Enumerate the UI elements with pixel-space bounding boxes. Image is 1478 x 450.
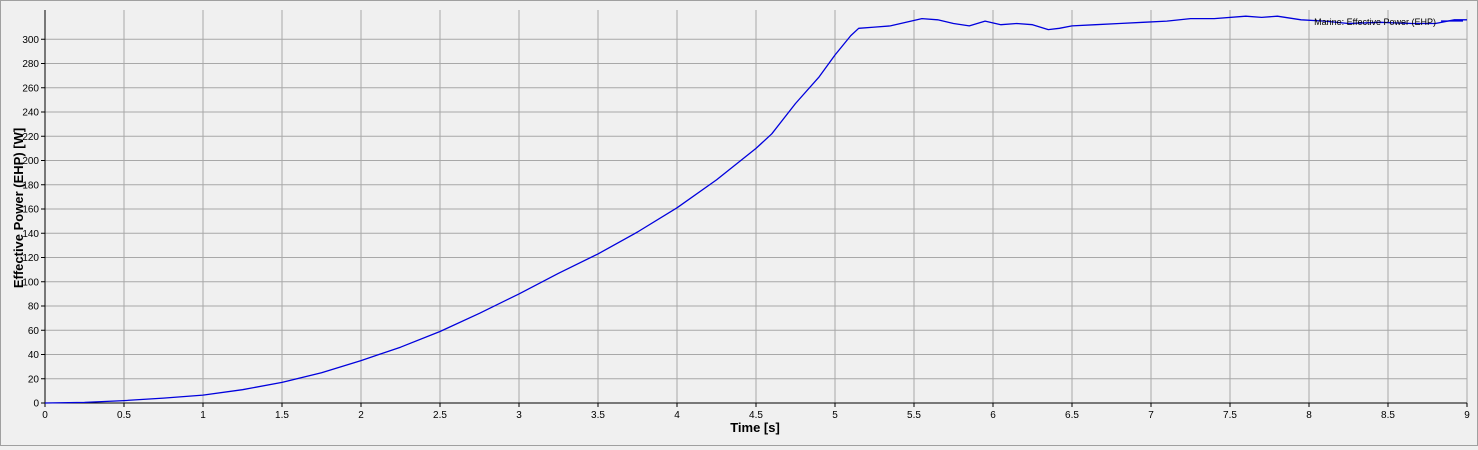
x-tick-label: 7 bbox=[1148, 410, 1154, 421]
y-tick-label: 220 bbox=[22, 132, 39, 143]
x-tick-label: 0 bbox=[42, 410, 48, 421]
y-tick-label: 120 bbox=[22, 253, 39, 264]
x-tick-label: 6 bbox=[990, 410, 996, 421]
y-tick-label: 40 bbox=[28, 350, 40, 361]
y-tick-label: 240 bbox=[22, 108, 39, 119]
y-tick-label: 140 bbox=[22, 229, 39, 240]
tick-labels: 0 0.5 1 1.5 2 2.5 3 3.5 4 4.5 5 5.5 6 6.5 7 7.5 8 8.5 9 0 20… bbox=[22, 35, 1470, 421]
y-tick-label: 80 bbox=[28, 302, 40, 313]
y-tick-label: 20 bbox=[28, 374, 40, 385]
y-tick-label: 200 bbox=[22, 156, 39, 167]
x-tick-label: 0.5 bbox=[117, 410, 131, 421]
y-tick-label: 260 bbox=[22, 83, 39, 94]
legend: Marine: Effective Power (EHP) bbox=[1314, 17, 1463, 27]
y-tick-label: 180 bbox=[22, 180, 39, 191]
y-tick-label: 100 bbox=[22, 277, 39, 288]
x-tick-label: 5.5 bbox=[907, 410, 921, 421]
axes bbox=[41, 10, 1468, 407]
x-tick-label: 8 bbox=[1306, 410, 1312, 421]
x-tick-label: 5 bbox=[832, 410, 838, 421]
y-axis-title: Effective Power (EHP) [W] bbox=[11, 128, 26, 288]
x-tick-label: 1 bbox=[200, 410, 206, 421]
x-tick-label: 2 bbox=[358, 410, 364, 421]
y-tick-label: 280 bbox=[22, 59, 39, 70]
y-tick-label: 160 bbox=[22, 205, 39, 216]
gridlines bbox=[44, 10, 1468, 404]
legend-label: Marine: Effective Power (EHP) bbox=[1314, 17, 1436, 27]
x-tick-label: 3 bbox=[516, 410, 522, 421]
series-line bbox=[44, 15, 1467, 404]
x-tick-label: 7.5 bbox=[1223, 410, 1237, 421]
x-tick-label: 3.5 bbox=[591, 410, 605, 421]
x-tick-label: 6.5 bbox=[1065, 410, 1079, 421]
y-tick-label: 60 bbox=[28, 326, 40, 337]
y-tick-label: 300 bbox=[22, 35, 39, 46]
y-tick-label: 0 bbox=[33, 399, 39, 410]
x-tick-label: 1.5 bbox=[275, 410, 289, 421]
x-tick-label: 4 bbox=[674, 410, 680, 421]
x-tick-label: 2.5 bbox=[433, 410, 447, 421]
x-tick-label: 4.5 bbox=[749, 410, 763, 421]
series-layer bbox=[44, 15, 1467, 404]
x-axis-title: Time [s] bbox=[730, 420, 780, 435]
x-tick-label: 9 bbox=[1464, 410, 1470, 421]
x-tick-label: 8.5 bbox=[1381, 410, 1395, 421]
